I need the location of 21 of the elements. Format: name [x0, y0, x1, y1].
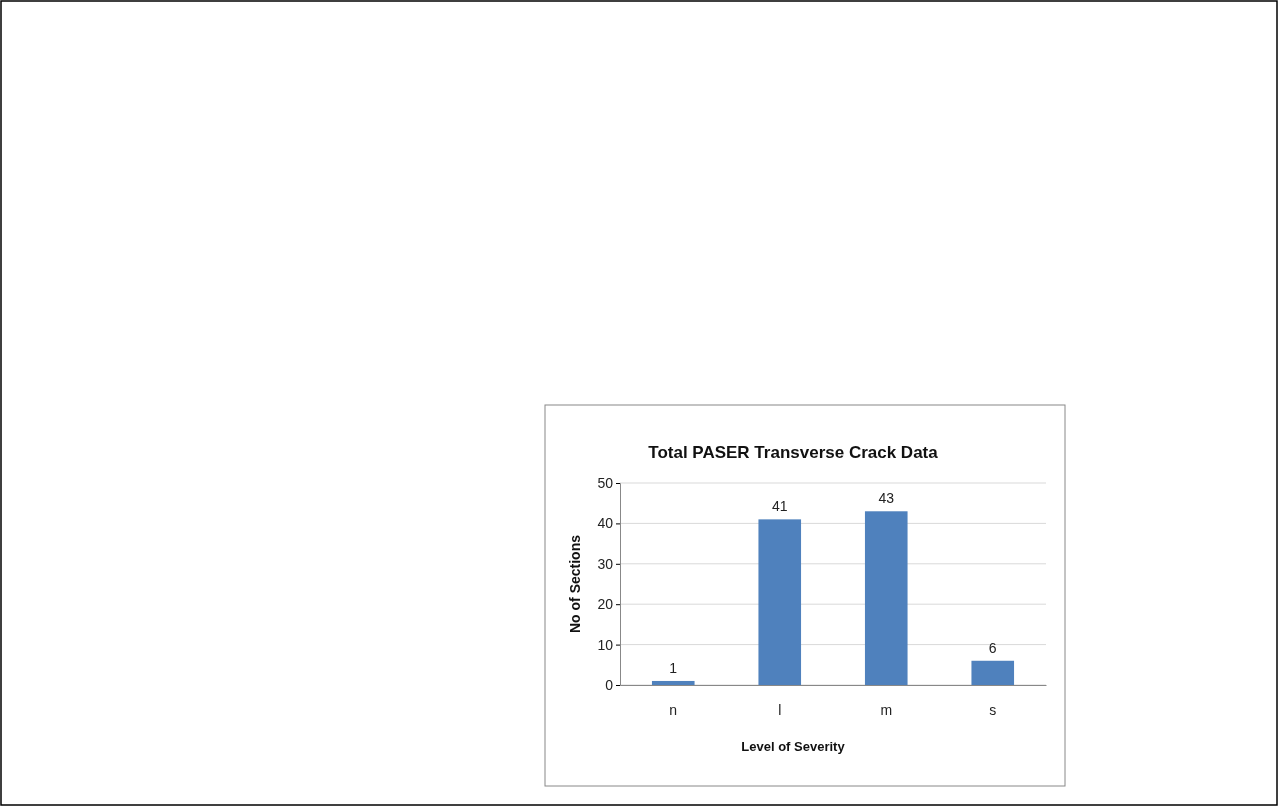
bar [651, 680, 695, 685]
y-tick-label: 0 [605, 676, 614, 693]
y-tick-label: 50 [597, 474, 614, 491]
y-tick-label: 40 [597, 515, 614, 532]
bar [758, 519, 802, 685]
data-label: 43 [878, 490, 895, 507]
x-tick-label: s [989, 701, 997, 718]
data-label: 1 [669, 659, 678, 676]
x-tick-label: l [778, 701, 782, 718]
data-label: 6 [988, 639, 997, 656]
y-tick-label: 20 [597, 596, 614, 613]
y-tick-label: 30 [597, 555, 614, 572]
bar [864, 511, 908, 685]
x-axis-title: Level of Severity [741, 739, 846, 754]
y-tick-label: 10 [597, 636, 614, 653]
chart-title: Total PASER Transverse Crack Data [648, 443, 939, 462]
data-label: 41 [771, 498, 788, 515]
bar [971, 660, 1015, 685]
x-tick-label: n [669, 701, 678, 718]
x-tick-label: m [880, 701, 893, 718]
y-axis-title: No of Sections [567, 534, 583, 634]
